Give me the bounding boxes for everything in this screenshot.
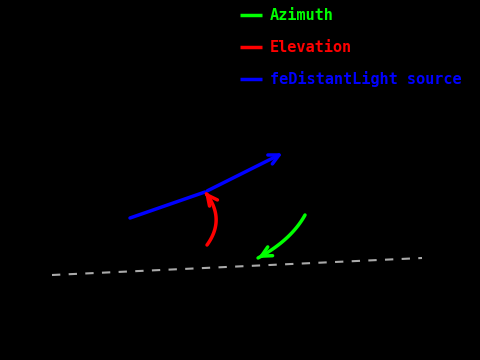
- Text: feDistantLight source: feDistantLight source: [270, 71, 462, 87]
- Text: Azimuth: Azimuth: [270, 8, 334, 22]
- Text: Elevation: Elevation: [270, 40, 352, 54]
